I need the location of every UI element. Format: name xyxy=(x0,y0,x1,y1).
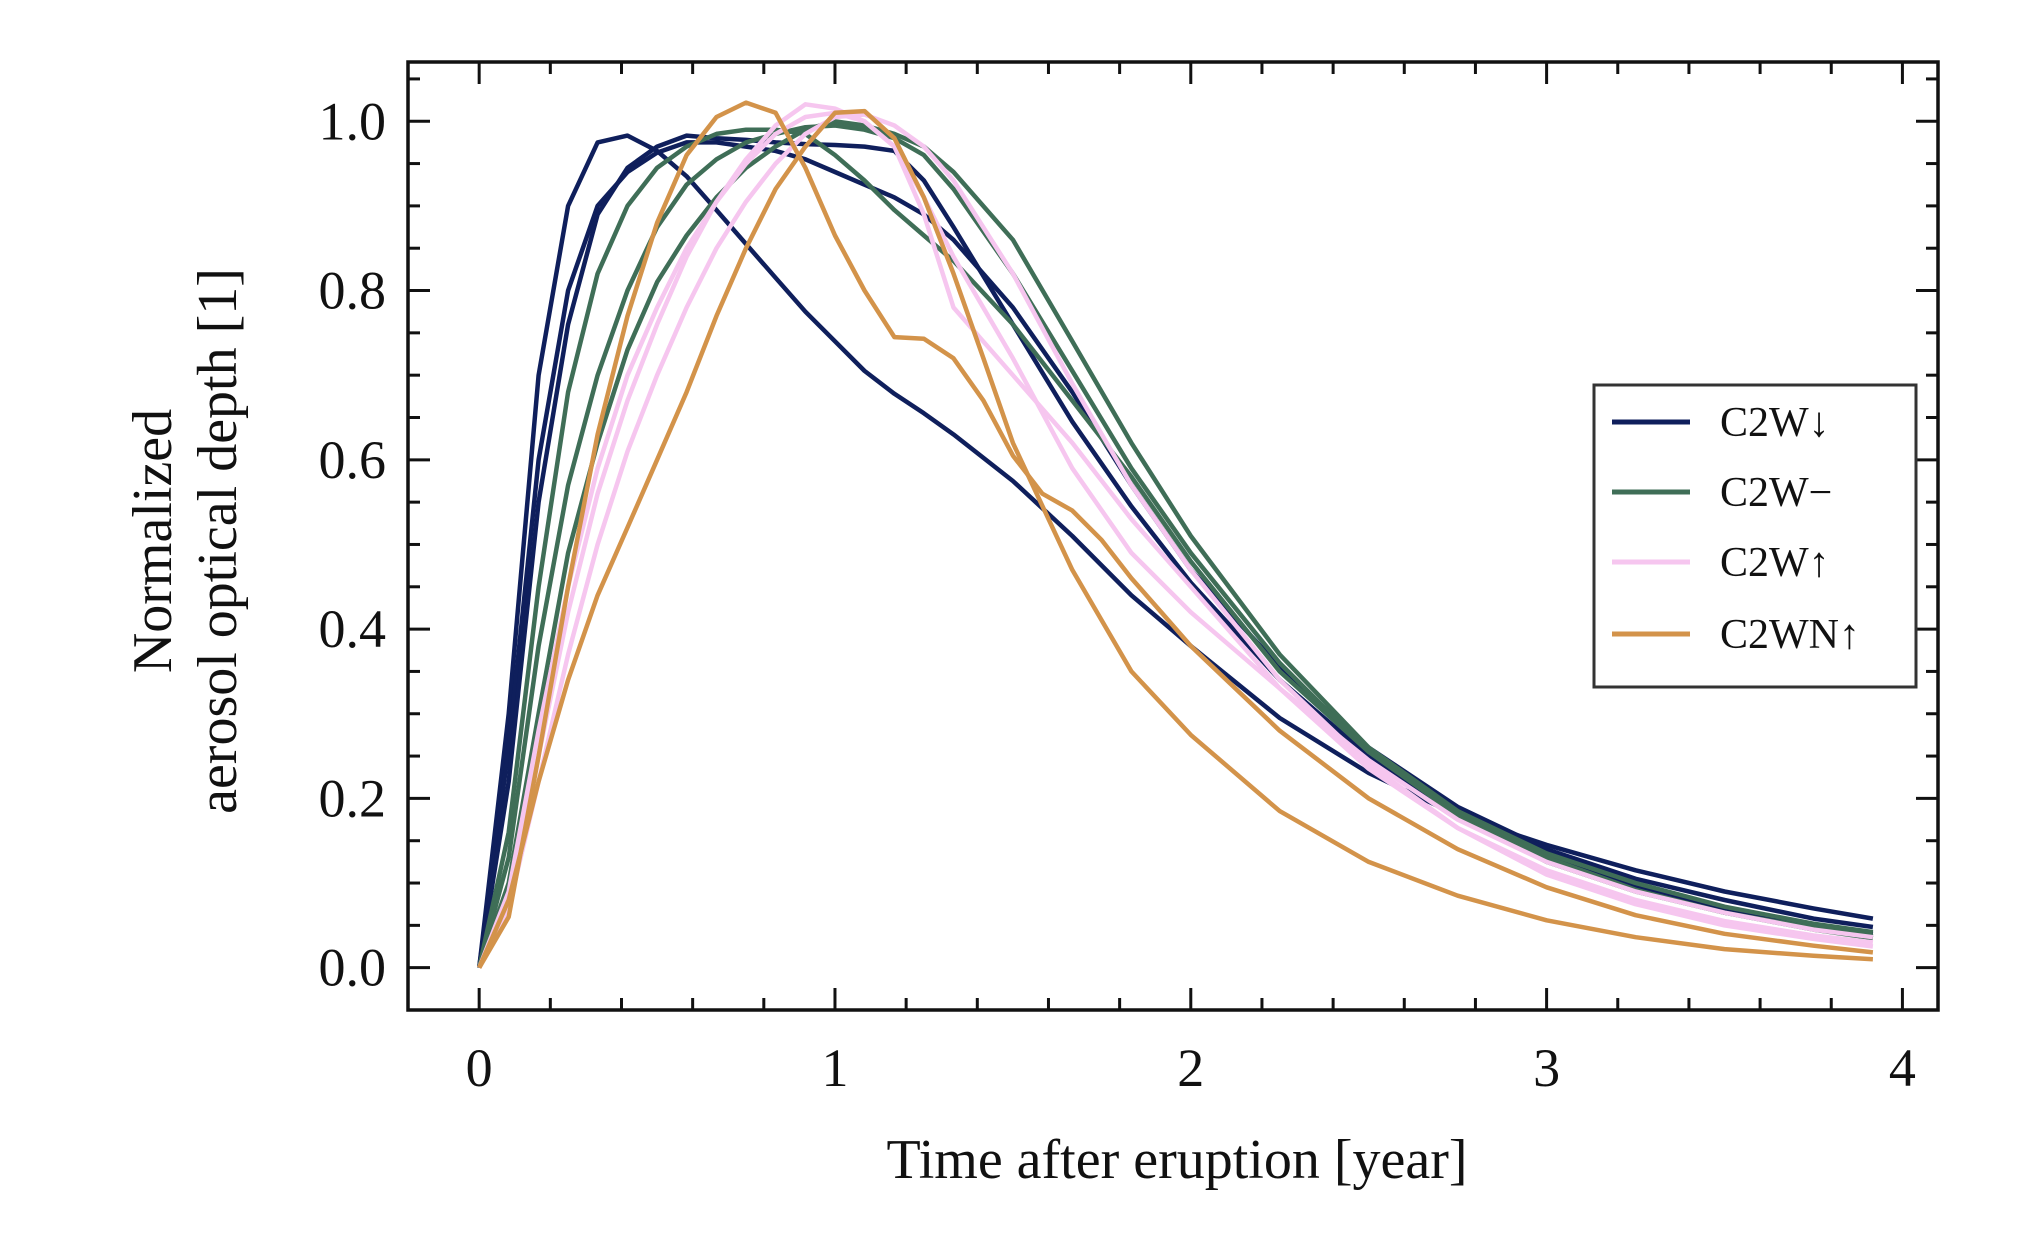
x-tick-label: 1 xyxy=(821,1038,848,1098)
legend-label-c2w-up: C2W↑ xyxy=(1720,540,1830,586)
y-tick-label: 0.0 xyxy=(319,938,387,998)
y-axis-label-line-2: aerosol optical depth [1] xyxy=(187,268,249,814)
legend-label-c2w-down: C2W↓ xyxy=(1720,400,1830,446)
x-tick-label: 2 xyxy=(1177,1038,1204,1098)
tick-layer xyxy=(406,62,1938,1012)
series-line-10 xyxy=(477,100,1874,969)
legend-label-c2w-neutral: C2W− xyxy=(1720,470,1832,516)
x-tick-label: 4 xyxy=(1889,1038,1916,1098)
y-tick-label: 0.4 xyxy=(319,599,387,659)
y-tick-label: 0.8 xyxy=(319,261,387,321)
y-tick-label: 0.2 xyxy=(319,768,387,828)
y-tick-label: 0.6 xyxy=(319,430,387,490)
legend-box xyxy=(1592,383,1918,689)
legend-label-c2wn-up: C2WN↑ xyxy=(1720,612,1860,658)
y-tick-label: 1.0 xyxy=(319,91,387,151)
series-line-6 xyxy=(477,119,1874,969)
y-axis-label-line-1: Normalized xyxy=(122,409,184,673)
legend: C2W↓ C2W− C2W↑ C2WN↑ xyxy=(1592,383,1918,689)
x-tick-label: 0 xyxy=(466,1038,493,1098)
x-tick-label: 3 xyxy=(1533,1038,1560,1098)
x-axis-label: Time after eruption [year] xyxy=(886,1129,1467,1191)
series-layer xyxy=(476,100,1874,969)
tick-label-layer: 0 1 2 3 4 0.0 0.2 0.4 0.6 0.8 1.0 xyxy=(319,91,1916,1098)
series-line-11 xyxy=(477,108,1874,969)
series-line-9 xyxy=(477,112,1874,969)
plot-frame xyxy=(406,60,1940,1012)
